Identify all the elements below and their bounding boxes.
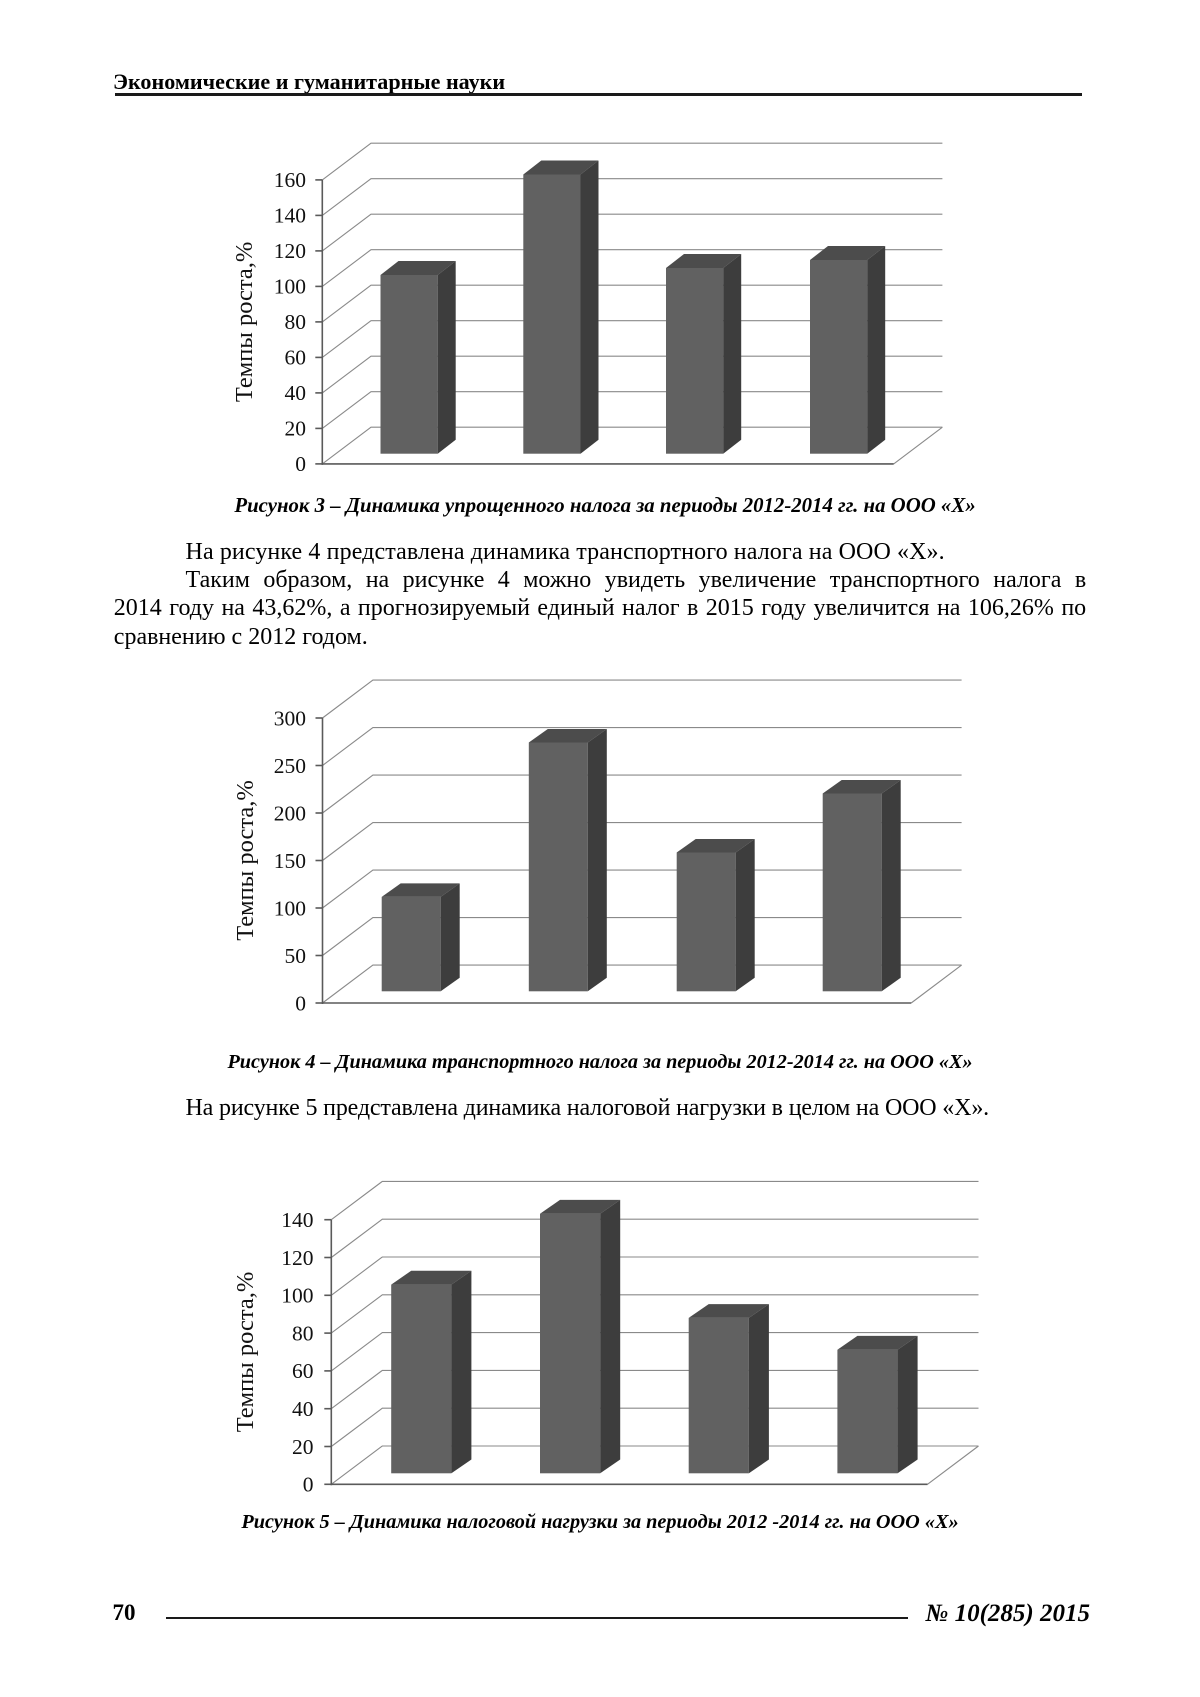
svg-text:Темпы роста,%: Темпы роста,% (232, 780, 259, 941)
svg-text:300: 300 (274, 706, 306, 730)
svg-text:80: 80 (292, 1321, 314, 1345)
svg-text:100: 100 (274, 896, 306, 920)
svg-text:0: 0 (295, 991, 306, 1013)
svg-text:20: 20 (285, 417, 307, 441)
svg-text:140: 140 (281, 1208, 313, 1232)
svg-text:40: 40 (292, 1397, 314, 1421)
svg-text:80: 80 (285, 310, 307, 334)
svg-text:120: 120 (274, 239, 306, 263)
svg-text:40: 40 (285, 381, 307, 405)
svg-text:60: 60 (285, 346, 307, 370)
svg-text:140: 140 (274, 204, 306, 228)
svg-text:50: 50 (285, 944, 307, 968)
svg-text:Темпы роста,%: Темпы роста,% (232, 1272, 259, 1433)
svg-text:200: 200 (274, 801, 306, 825)
svg-text:160: 160 (274, 168, 306, 192)
svg-text:100: 100 (281, 1284, 313, 1308)
svg-text:150: 150 (274, 849, 306, 873)
svg-text:120: 120 (281, 1246, 313, 1270)
svg-text:Темпы роста,%: Темпы роста,% (231, 242, 258, 403)
svg-text:100: 100 (274, 275, 306, 299)
svg-text:0: 0 (303, 1473, 314, 1497)
svg-text:60: 60 (292, 1359, 314, 1383)
svg-text:250: 250 (274, 754, 306, 778)
svg-text:0: 0 (295, 452, 306, 473)
svg-text:20: 20 (292, 1435, 314, 1459)
